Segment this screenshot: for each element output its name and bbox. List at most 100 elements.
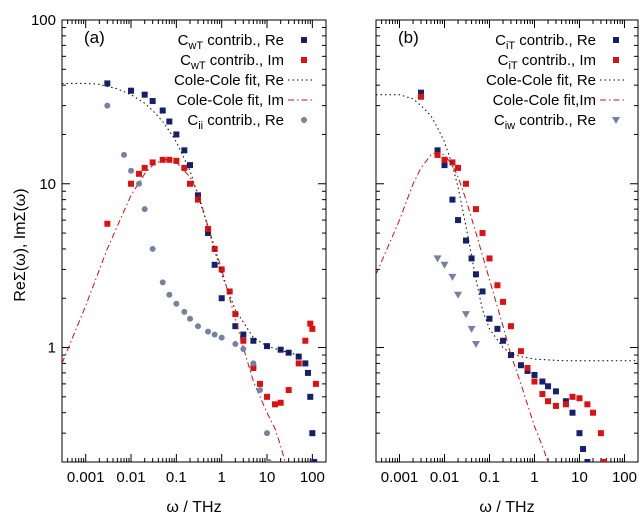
data-point xyxy=(250,337,257,344)
data-point xyxy=(500,298,507,305)
data-point xyxy=(309,325,316,332)
series-3 xyxy=(62,82,299,356)
data-point xyxy=(479,288,486,295)
data-point xyxy=(507,323,514,330)
data-point xyxy=(187,180,194,187)
data-point xyxy=(159,107,166,114)
fit-line xyxy=(62,82,299,356)
x-axis-label: ω / THz xyxy=(166,499,221,516)
data-point xyxy=(545,383,552,390)
data-point xyxy=(600,459,607,462)
data-point xyxy=(149,159,156,166)
data-point xyxy=(205,230,212,237)
legend-item: Cole-Cole fit, Re xyxy=(174,72,314,89)
data-point xyxy=(264,430,271,437)
data-point xyxy=(312,380,319,387)
legend-marker xyxy=(301,57,307,63)
data-point xyxy=(277,399,284,406)
series-5 xyxy=(433,255,480,349)
data-point xyxy=(218,295,225,302)
data-point xyxy=(265,459,272,462)
legend-marker xyxy=(301,37,307,43)
plot-area xyxy=(376,89,638,462)
legend-marker xyxy=(301,117,307,123)
data-point xyxy=(159,279,166,286)
legend-item: CiT contrib., Im xyxy=(498,52,619,72)
fit-line xyxy=(376,94,638,362)
y-tick-label: 10 xyxy=(39,176,56,193)
data-point xyxy=(285,387,292,394)
series-1 xyxy=(417,89,591,462)
data-point xyxy=(181,164,188,171)
data-point xyxy=(597,430,604,437)
data-point xyxy=(467,325,476,333)
data-point xyxy=(584,459,591,462)
series-4 xyxy=(62,159,286,462)
x-tick-label: 10 xyxy=(259,469,276,486)
legend-item: Cii contrib., Re xyxy=(187,112,307,132)
y-tick-label: 100 xyxy=(31,12,56,29)
data-point xyxy=(232,323,239,330)
data-point xyxy=(272,401,279,408)
legend-marker xyxy=(613,37,619,43)
legend-item: Ciw contrib., Re xyxy=(494,112,620,132)
data-point xyxy=(472,271,479,278)
data-point xyxy=(449,196,456,203)
data-point xyxy=(141,206,148,213)
plot-area xyxy=(62,80,319,462)
data-point xyxy=(104,220,111,227)
legend-item: CwT contrib., Im xyxy=(180,52,307,72)
data-point xyxy=(309,430,316,437)
data-point xyxy=(141,164,148,171)
data-point xyxy=(507,352,514,359)
data-point xyxy=(562,398,569,405)
x-tick-label: 0.01 xyxy=(116,469,145,486)
data-point xyxy=(311,459,318,462)
data-point xyxy=(545,398,552,405)
data-point xyxy=(218,266,225,273)
series-4 xyxy=(376,152,549,462)
x-tick-label: 0.1 xyxy=(166,469,187,486)
series-1 xyxy=(104,80,318,462)
data-point xyxy=(295,353,302,360)
data-point xyxy=(302,360,309,367)
data-point xyxy=(141,91,148,98)
data-point xyxy=(128,180,135,187)
data-point xyxy=(295,360,302,367)
data-point xyxy=(524,364,531,371)
data-point xyxy=(569,409,576,416)
data-point xyxy=(250,360,257,367)
legend-label: Cole-Cole fit,Im xyxy=(493,92,596,109)
data-point xyxy=(462,237,469,244)
data-point xyxy=(590,409,597,416)
data-point xyxy=(128,167,135,174)
x-tick-label: 0.001 xyxy=(381,469,419,486)
y-tick-label: 1 xyxy=(48,340,56,357)
data-point xyxy=(304,369,311,376)
legend-label: Cole-Cole fit, Re xyxy=(174,72,284,89)
data-point xyxy=(277,346,284,353)
x-tick-label: 0.001 xyxy=(67,469,105,486)
legend-item: Cole-Cole fit, Im xyxy=(176,92,314,109)
x-axis-label: ω / THz xyxy=(479,499,534,516)
x-tick-label: 10 xyxy=(571,469,588,486)
data-point xyxy=(462,180,469,187)
data-point xyxy=(417,93,424,100)
data-point xyxy=(449,159,456,166)
legend-item: Cole-Cole fit, Re xyxy=(486,72,626,89)
panel-label: (a) xyxy=(84,28,105,47)
x-tick-label: 100 xyxy=(300,469,325,486)
plot-frame xyxy=(61,19,327,463)
data-point xyxy=(517,348,524,355)
data-point xyxy=(552,402,559,409)
data-point xyxy=(455,164,462,171)
data-point xyxy=(441,156,448,163)
data-point xyxy=(539,391,546,398)
data-point xyxy=(173,157,180,164)
data-point xyxy=(187,162,194,169)
data-point xyxy=(194,196,201,203)
data-point xyxy=(531,371,538,378)
data-point xyxy=(121,151,128,158)
data-point xyxy=(166,291,173,298)
